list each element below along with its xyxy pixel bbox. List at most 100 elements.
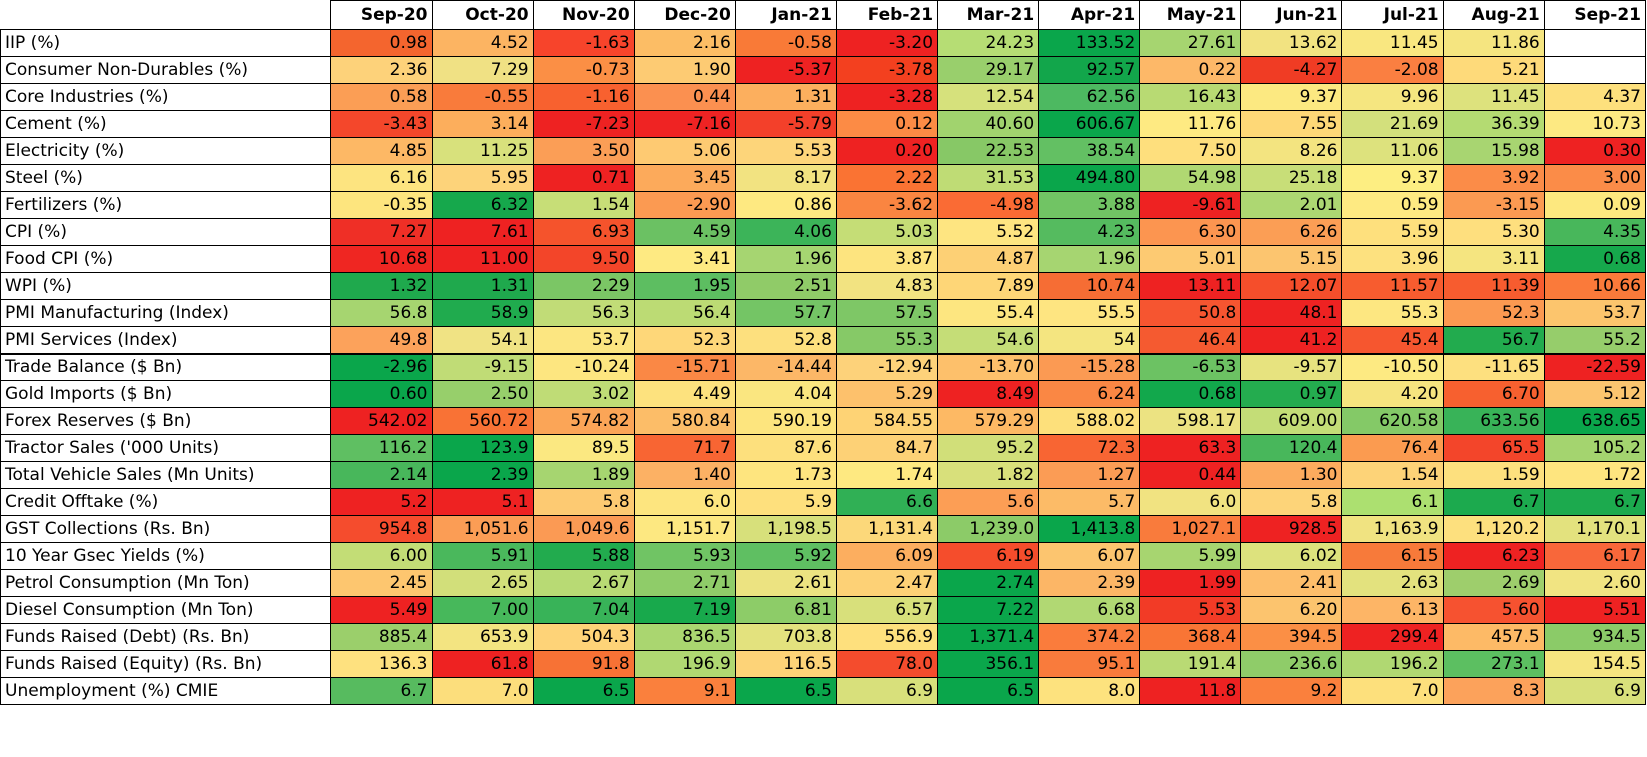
value-cell: 606.67: [1038, 110, 1141, 138]
column-header: Jun-21: [1240, 0, 1343, 30]
value-cell: 13.62: [1240, 29, 1343, 57]
value-cell: -0.73: [532, 56, 635, 84]
value-cell: 84.7: [835, 434, 939, 462]
value-cell: -7.16: [633, 110, 736, 138]
value-cell: 954.8: [330, 515, 433, 543]
table-row: IIP (%) 0.98 4.52 -1.63 2.16 -0.58 -3.20 24.23 1…: [0, 29, 1647, 57]
value-cell: -2.96: [330, 353, 433, 381]
row-label: Unemployment (%) CMIE: [0, 677, 332, 705]
value-cell: 63.3: [1139, 434, 1242, 462]
value-cell: -3.78: [835, 56, 939, 84]
value-cell: 56.7: [1442, 326, 1545, 355]
value-cell: 11.25: [431, 137, 534, 165]
value-cell: -2.90: [633, 191, 736, 219]
table-row: Steel (%) 6.16 5.95 0.71 3.45 8.17 2.22 31.53 49…: [0, 164, 1647, 192]
value-cell: 2.39: [1038, 569, 1141, 597]
value-cell: 87.6: [734, 434, 837, 462]
value-cell: 5.53: [734, 137, 837, 165]
value-cell: 7.0: [431, 677, 534, 705]
value-cell: 1,120.2: [1442, 515, 1545, 543]
value-cell: -4.27: [1240, 56, 1343, 84]
value-cell: 2.61: [734, 569, 837, 597]
value-cell: 78.0: [835, 650, 939, 678]
value-cell: 2.22: [835, 164, 939, 192]
value-cell: 6.00: [330, 542, 433, 570]
value-cell: 0.22: [1139, 56, 1242, 84]
value-cell: -15.28: [1038, 353, 1141, 381]
value-cell: 2.29: [532, 272, 635, 300]
column-header: Jul-21: [1341, 0, 1444, 30]
value-cell: 236.6: [1240, 650, 1343, 678]
value-cell: 5.88: [532, 542, 635, 570]
value-cell: 3.96: [1341, 245, 1444, 273]
value-cell: 1.95: [633, 272, 736, 300]
row-label: 10 Year Gsec Yields (%): [0, 542, 332, 570]
value-cell: 928.5: [1240, 515, 1343, 543]
value-cell: 5.8: [1240, 488, 1343, 516]
value-cell: 4.04: [734, 380, 837, 408]
value-cell: 3.02: [532, 380, 635, 408]
value-cell: -9.57: [1240, 353, 1343, 381]
table-row: Funds Raised (Equity) (Rs. Bn) 136.3 61.8 9…: [0, 650, 1647, 678]
value-cell: 1.27: [1038, 461, 1141, 489]
value-cell: 5.6: [937, 488, 1040, 516]
value-cell: 65.5: [1442, 434, 1545, 462]
value-cell: 9.37: [1240, 83, 1343, 111]
value-cell: 6.7: [1442, 488, 1545, 516]
value-cell: 5.99: [1139, 542, 1242, 570]
value-cell: 1.89: [532, 461, 635, 489]
value-cell: 55.5: [1038, 299, 1141, 327]
column-header: Apr-21: [1038, 0, 1141, 30]
value-cell: 53.7: [532, 326, 635, 355]
value-cell: 4.37: [1543, 83, 1647, 111]
value-cell: 5.8: [532, 488, 635, 516]
value-cell: 5.9: [734, 488, 837, 516]
value-cell: 1,151.7: [633, 515, 736, 543]
value-cell: 1.59: [1442, 461, 1545, 489]
value-cell: 5.15: [1240, 245, 1343, 273]
value-cell: 2.67: [532, 569, 635, 597]
value-cell: 598.17: [1139, 407, 1242, 435]
value-cell: 16.43: [1139, 83, 1242, 111]
table-body: IIP (%) 0.98 4.52 -1.63 2.16 -0.58 -3.20 24.23 1…: [0, 29, 1647, 705]
value-cell: 76.4: [1341, 434, 1444, 462]
value-cell: 2.63: [1341, 569, 1444, 597]
value-cell: 4.23: [1038, 218, 1141, 246]
value-cell: 25.18: [1240, 164, 1343, 192]
value-cell: 61.8: [431, 650, 534, 678]
value-cell: -3.20: [835, 29, 939, 57]
value-cell: -0.58: [734, 29, 837, 57]
row-label: GST Collections (Rs. Bn): [0, 515, 332, 543]
value-cell: 4.06: [734, 218, 837, 246]
value-cell: 62.56: [1038, 83, 1141, 111]
value-cell: 10.66: [1543, 272, 1647, 300]
value-cell: 6.5: [937, 677, 1040, 705]
row-label: Food CPI (%): [0, 245, 332, 273]
value-cell: 6.17: [1543, 542, 1647, 570]
value-cell: 36.39: [1442, 110, 1545, 138]
value-cell: 6.7: [330, 677, 433, 705]
value-cell: 3.92: [1442, 164, 1545, 192]
value-cell: 1,131.4: [835, 515, 939, 543]
table-row: Electricity (%) 4.85 11.25 3.50 5.06 5.53 0.20…: [0, 137, 1647, 165]
value-cell: 55.2: [1543, 326, 1647, 355]
row-label: PMI Manufacturing (Index): [0, 299, 332, 327]
value-cell: 52.3: [633, 326, 736, 355]
value-cell: 9.96: [1341, 83, 1444, 111]
header-row: Sep-20 Oct-20 Nov-20 Dec-20 Jan-21 Feb-21 Mar-…: [0, 0, 1647, 30]
value-cell: 13.11: [1139, 272, 1242, 300]
value-cell: 7.22: [937, 596, 1040, 624]
value-cell: 8.17: [734, 164, 837, 192]
table-row: CPI (%) 7.27 7.61 6.93 4.59 4.06 5.03 5.52 4.23 6…: [0, 218, 1647, 246]
row-label: IIP (%): [0, 29, 332, 57]
value-cell: [1543, 56, 1647, 84]
row-label: Funds Raised (Debt) (Rs. Bn): [0, 623, 332, 651]
value-cell: -7.23: [532, 110, 635, 138]
value-cell: 2.74: [937, 569, 1040, 597]
row-label: Forex Reserves ($ Bn): [0, 407, 332, 435]
value-cell: 3.14: [431, 110, 534, 138]
value-cell: 7.04: [532, 596, 635, 624]
value-cell: 1,163.9: [1341, 515, 1444, 543]
value-cell: 46.4: [1139, 326, 1242, 355]
value-cell: 6.15: [1341, 542, 1444, 570]
